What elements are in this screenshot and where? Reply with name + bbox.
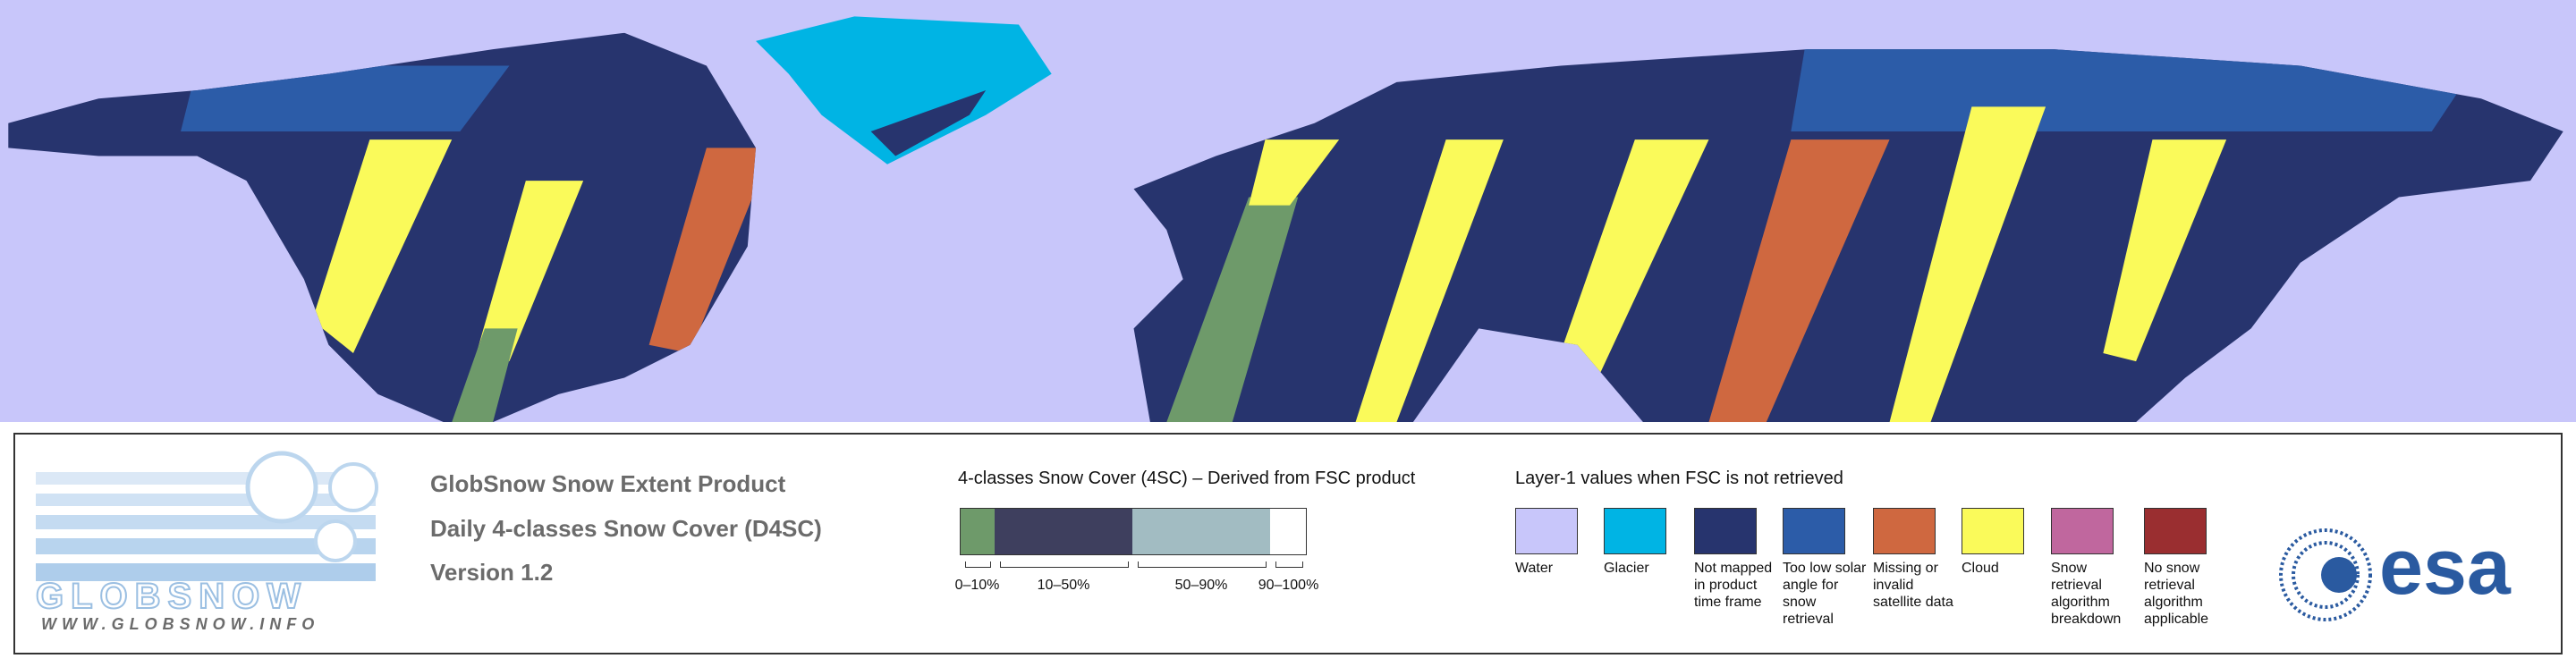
fsc-legend-title: 4-classes Snow Cover (4SC) – Derived fro… bbox=[958, 469, 1416, 488]
legend-swatch bbox=[1515, 508, 1578, 554]
swath bbox=[1355, 139, 1504, 423]
legend-swatch bbox=[1783, 508, 1845, 554]
fsc-class-label: 0–10% bbox=[954, 578, 1000, 593]
fsc-class-label: 50–90% bbox=[1174, 578, 1228, 593]
swath bbox=[312, 139, 453, 353]
legend-swatch bbox=[1694, 508, 1757, 554]
legend-swatch bbox=[2051, 508, 2114, 554]
fsc-class-label: 10–50% bbox=[1037, 578, 1090, 593]
legend-swatch bbox=[1604, 508, 1666, 554]
swath bbox=[1708, 139, 1890, 423]
bracket bbox=[1275, 561, 1303, 568]
legend-label: Not mapped in product time frame bbox=[1694, 561, 1773, 610]
agency-logo-text: esa bbox=[2379, 522, 2511, 611]
bracket bbox=[1000, 561, 1129, 568]
legend-label: Cloud bbox=[1962, 561, 1999, 576]
swath bbox=[1166, 197, 1299, 423]
swath bbox=[1889, 106, 2046, 423]
greenland-swath bbox=[870, 90, 987, 156]
product-title: GlobSnow Snow Extent Product bbox=[430, 470, 786, 497]
legend-swatch bbox=[1962, 508, 2024, 554]
logo-name: GLOBSNOW bbox=[35, 576, 308, 617]
swath bbox=[476, 181, 584, 362]
bracket bbox=[965, 561, 991, 568]
swath bbox=[1249, 139, 1340, 206]
logo-url: WWW.GLOBSNOW.INFO bbox=[41, 615, 320, 633]
product-title: Daily 4-classes Snow Cover (D4SC) bbox=[430, 515, 822, 542]
esa-logo bbox=[2279, 528, 2372, 621]
legend-label: Too low solar angle for snow retrieval bbox=[1783, 561, 1867, 627]
legend-label: Water bbox=[1515, 561, 1554, 576]
legend-label: Glacier bbox=[1604, 561, 1649, 576]
swath bbox=[648, 148, 773, 353]
fsc-class-swatch bbox=[1132, 508, 1270, 555]
fsc-class-swatch bbox=[960, 508, 995, 555]
layer1-legend-title: Layer-1 values when FSC is not retrieved bbox=[1515, 469, 1843, 488]
fsc-class-label: 90–100% bbox=[1258, 578, 1319, 593]
legend-label: No snow retrieval algorithm applicable bbox=[2144, 561, 2209, 627]
product-title: Version 1.2 bbox=[430, 559, 554, 586]
swath bbox=[452, 328, 518, 423]
greenland bbox=[756, 16, 1052, 165]
swath bbox=[2103, 139, 2227, 362]
globsnow-logo bbox=[36, 451, 378, 581]
fsc-bar bbox=[960, 508, 1307, 555]
bracket bbox=[1138, 561, 1267, 568]
fsc-class-swatch bbox=[1270, 508, 1307, 555]
fsc-class-swatch bbox=[995, 508, 1132, 555]
legend-swatch bbox=[1873, 508, 1936, 554]
legend-label: Snow retrieval algorithm breakdown bbox=[2051, 561, 2122, 627]
swath bbox=[181, 65, 510, 131]
legend-swatch bbox=[2144, 508, 2207, 554]
legend-label: Missing or invalid satellite data bbox=[1873, 561, 1953, 610]
